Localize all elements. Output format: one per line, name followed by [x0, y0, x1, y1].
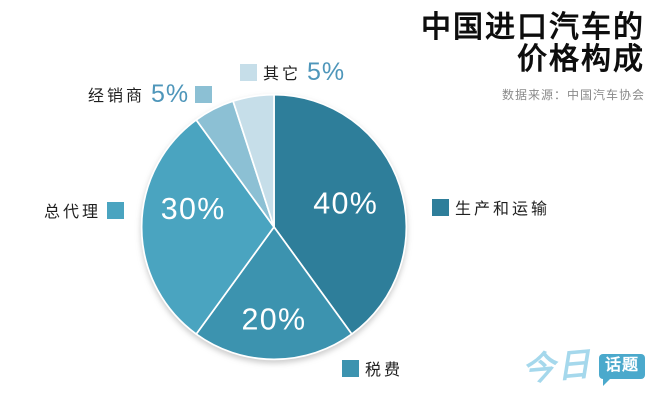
pie-slice-other — [232, 93, 275, 228]
pie-slice-agent — [140, 119, 275, 335]
pie-slice-value-production: 40% — [313, 187, 378, 221]
legend-callout-other: 其它 5% — [240, 57, 345, 87]
chart-title-line1: 中国进口汽车的 — [421, 11, 645, 44]
title-block: 中国进口汽车的 价格构成 数据来源：中国汽车协会 — [421, 11, 645, 103]
legend-label-production: 生产和运输 — [455, 201, 551, 218]
legend-swatch-other — [240, 63, 257, 81]
legend-label-tax: 税费 — [365, 362, 404, 379]
brand-logo: 今日 话题 — [520, 345, 645, 388]
legend-label-agent: 总代理 — [44, 204, 102, 221]
legend-label-dealer: 经销商 — [88, 88, 146, 105]
legend-value-other: 5% — [307, 57, 346, 86]
legend-value-dealer: 5% — [151, 79, 190, 108]
legend-swatch-agent — [107, 201, 125, 219]
legend-swatch-production — [432, 198, 449, 216]
legend-callout-production: 生产和运输 — [432, 192, 550, 222]
legend-swatch-dealer — [195, 85, 213, 103]
legend-swatch-tax — [342, 359, 359, 377]
pie-chart: 40% 20% 30% — [140, 93, 408, 361]
legend-callout-agent: 总代理 — [44, 195, 125, 225]
pie-slice-value-agent: 30% — [161, 192, 226, 226]
pie-slice-production — [273, 93, 408, 335]
pie-slice-value-tax: 20% — [242, 303, 307, 337]
legend-callout-tax: 税费 — [342, 353, 403, 383]
legend-label-other: 其它 — [263, 66, 302, 83]
chart-title-line2: 价格构成 — [517, 43, 645, 77]
brand-logo-script-text: 今日 — [520, 345, 594, 388]
legend-callout-dealer: 经销商 5% — [88, 79, 213, 109]
data-source-note: 数据来源：中国汽车协会 — [501, 87, 645, 102]
pie-slice-tax — [195, 226, 353, 361]
brand-logo-speech-bubble: 话题 — [598, 354, 645, 386]
